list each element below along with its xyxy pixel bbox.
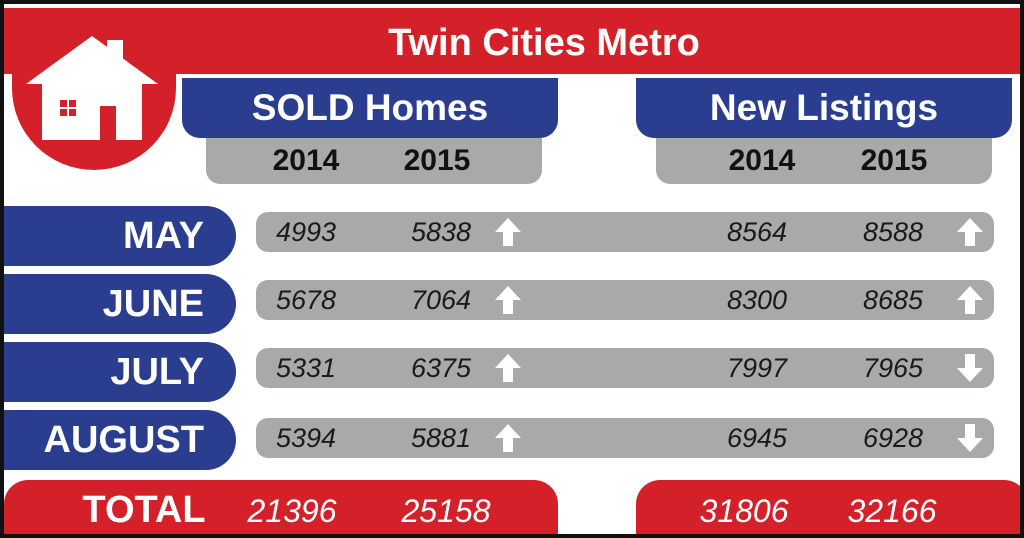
table-row-may: 4993 5838 8564 8588 (256, 212, 994, 252)
table-row-july: 5331 6375 7997 7965 (256, 348, 994, 388)
sold-2014-value: 5331 (275, 353, 337, 383)
total-listings-2014: 31806 (699, 493, 789, 529)
sold-years-header: 2014 2015 (206, 138, 542, 184)
month-label-may: MAY (4, 206, 236, 266)
sold-2015-value: 6375 (410, 353, 472, 383)
sold-year-2015: 2015 (403, 144, 471, 177)
arrow-up-icon (495, 424, 521, 452)
listings-year-2014: 2014 (728, 144, 796, 177)
listings-2014-value: 6945 (726, 423, 788, 453)
table-row-june: 5678 7064 8300 8685 (256, 280, 994, 320)
listings-2015-value: 8685 (862, 285, 924, 315)
arrow-up-icon (495, 218, 521, 246)
house-icon (26, 36, 158, 140)
arrow-up-icon (495, 286, 521, 314)
house-logo (12, 26, 176, 170)
sold-2015-value: 5838 (410, 217, 472, 247)
month-label-august: AUGUST (4, 410, 236, 470)
arrow-up-icon (495, 354, 521, 382)
listings-2015-value: 8588 (862, 217, 924, 247)
listings-2015-value: 7965 (862, 353, 924, 383)
arrow-down-icon (957, 354, 983, 382)
arrow-up-icon (957, 218, 983, 246)
total-sold-2014: 21396 (247, 493, 337, 529)
listings-2014-value: 8564 (726, 217, 788, 247)
page-title: Twin Cities Metro (388, 22, 700, 64)
listings-year-2015: 2015 (860, 144, 928, 177)
sold-homes-header: SOLD Homes (182, 78, 558, 138)
arrow-up-icon (957, 286, 983, 314)
sold-2015-value: 5881 (410, 423, 472, 453)
sold-2014-value: 5394 (275, 423, 337, 453)
listings-2014-value: 7997 (726, 353, 788, 383)
sold-2015-value: 7064 (410, 285, 472, 315)
month-label-july: JULY (4, 342, 236, 402)
listings-2014-value: 8300 (726, 285, 788, 315)
new-listings-header: New Listings (636, 78, 1012, 138)
total-sold-2015: 25158 (401, 493, 491, 529)
listings-years-header: 2014 2015 (656, 138, 992, 184)
total-sold-bar: TOTAL 21396 25158 (4, 480, 558, 534)
table-row-august: 5394 5881 6945 6928 (256, 418, 994, 458)
total-listings-bar: 31806 32166 (636, 480, 1020, 534)
listings-2015-value: 6928 (862, 423, 924, 453)
sold-year-2014: 2014 (272, 144, 340, 177)
sold-2014-value: 5678 (275, 285, 337, 315)
month-label-june: JUNE (4, 274, 236, 334)
total-label: TOTAL (82, 489, 206, 531)
arrow-down-icon (957, 424, 983, 452)
total-listings-2015: 32166 (847, 493, 937, 529)
sold-2014-value: 4993 (275, 217, 337, 247)
